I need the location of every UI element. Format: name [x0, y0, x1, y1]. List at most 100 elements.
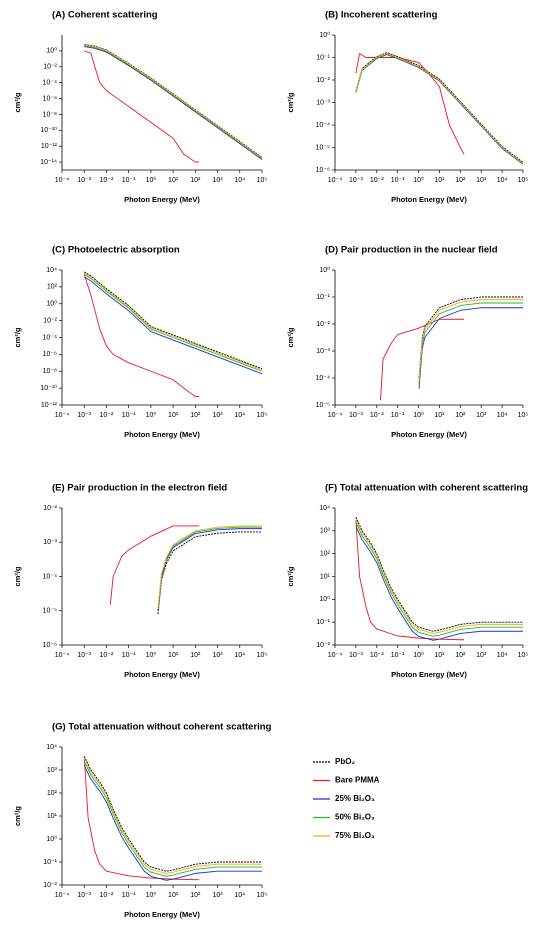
legend-label: 25% Bi₂O₃	[335, 794, 375, 803]
series-line	[109, 525, 200, 605]
y-tick-label: 10⁻¹⁰	[40, 126, 57, 134]
x-tick-label: 10⁴	[497, 412, 508, 419]
x-tick-label: 10⁴	[234, 412, 245, 419]
y-tick-label: 10⁻²	[316, 642, 330, 649]
y-tick-label: 10⁰	[46, 47, 57, 55]
x-tick-label: 10⁻²	[100, 892, 114, 899]
y-tick-label: 10⁻²	[43, 64, 57, 71]
x-tick-label: 10³	[476, 412, 487, 419]
chart-title: (C) Photoelectric absorption	[52, 245, 180, 256]
y-tick-label: 10⁻⁶	[43, 642, 57, 649]
y-tick-label: 10¹	[47, 813, 58, 820]
x-tick-label: 10⁻²	[370, 412, 384, 419]
y-tick-label: 10⁻⁴	[43, 334, 58, 341]
series-line	[418, 299, 523, 381]
x-axis-label: Photon Energy (MeV)	[124, 195, 200, 204]
panel: (G) Total attenuation without coherent s…	[13, 722, 272, 919]
x-tick-label: 10³	[212, 652, 223, 659]
y-tick-label: 10⁻⁴	[316, 375, 331, 382]
y-tick-label: 10⁴	[319, 505, 330, 512]
series-line	[83, 761, 262, 877]
y-tick-label: 10³	[320, 528, 331, 535]
y-tick-label: 10¹	[320, 573, 331, 580]
series-line	[157, 526, 262, 610]
series-line	[83, 765, 262, 881]
x-tick-label: 10⁵	[518, 412, 529, 419]
series-line	[84, 44, 263, 159]
series-line	[157, 525, 262, 609]
legend-label: Bare PMMA	[335, 776, 380, 785]
panel: (C) Photoelectric absorption Photon Energ…	[13, 245, 267, 439]
x-axis-label: Photon Energy (MeV)	[124, 670, 200, 679]
y-tick-label: 10⁻²	[316, 77, 330, 84]
x-tick-label: 10⁵	[257, 177, 268, 184]
series-line	[157, 531, 262, 615]
x-tick-label: 10⁻⁴	[55, 652, 70, 659]
series-line	[355, 52, 524, 163]
y-tick-label: 10²	[47, 284, 58, 291]
x-tick-label: 10²	[455, 412, 466, 419]
chart-title: (G) Total attenuation without coherent s…	[52, 722, 272, 733]
y-tick-label: 10⁰	[319, 595, 330, 603]
x-tick-label: 10²	[190, 652, 201, 659]
x-tick-label: 10⁻⁴	[55, 177, 70, 184]
x-axis-label: Photon Energy (MeV)	[391, 195, 467, 204]
y-tick-label: 10⁻¹	[316, 619, 330, 626]
y-axis-label: cm²/g	[286, 327, 295, 347]
x-tick-label: 10²	[190, 892, 201, 899]
x-tick-label: 10⁵	[257, 892, 268, 899]
series-line	[355, 516, 523, 632]
x-tick-label: 10¹	[434, 412, 445, 419]
series-line	[83, 272, 263, 371]
y-axis-label: cm²/g	[13, 566, 22, 586]
chart-title: (A) Coherent scattering	[52, 10, 158, 21]
x-tick-label: 10⁵	[518, 177, 529, 184]
y-tick-label: 10⁻⁴	[43, 573, 58, 580]
series-line	[157, 528, 262, 611]
series-line	[83, 758, 262, 874]
x-tick-label: 10⁻¹	[391, 652, 405, 659]
x-tick-label: 10⁴	[234, 892, 245, 899]
panel: (B) Incoherent scattering Photon Energy (…	[286, 10, 528, 204]
x-axis-label: Photon Energy (MeV)	[391, 670, 467, 679]
x-tick-label: 10¹	[168, 412, 179, 419]
y-tick-label: 10⁰	[46, 835, 57, 843]
x-tick-label: 10⁻⁴	[328, 412, 343, 419]
series-line	[355, 519, 523, 634]
y-tick-label: 10⁻¹⁰	[40, 384, 57, 392]
y-tick-label: 10⁻²	[43, 505, 57, 512]
y-tick-label: 10⁻⁴	[43, 79, 58, 86]
series-line	[355, 53, 524, 165]
x-tick-label: 10⁻²	[100, 652, 114, 659]
x-tick-label: 10¹	[434, 177, 445, 184]
series-line	[83, 276, 263, 375]
x-axis-label: Photon Energy (MeV)	[391, 430, 467, 439]
x-axis-label: Photon Energy (MeV)	[124, 430, 200, 439]
x-tick-label: 10⁻³	[349, 412, 363, 419]
series-line	[84, 50, 200, 163]
y-axis-label: cm²/g	[13, 92, 22, 112]
x-tick-label: 10¹	[434, 652, 445, 659]
series-line	[83, 756, 200, 881]
x-tick-label: 10⁵	[518, 652, 529, 659]
y-tick-label: 10⁻⁶	[43, 95, 57, 102]
y-tick-label: 10⁻²	[43, 317, 57, 324]
x-tick-label: 10³	[476, 177, 487, 184]
y-tick-label: 10⁻¹	[43, 859, 57, 866]
series-line	[355, 525, 523, 641]
x-axis-label: Photon Energy (MeV)	[124, 910, 200, 919]
series-line	[418, 302, 523, 385]
series-line	[84, 46, 263, 160]
y-axis-label: cm²/g	[286, 566, 295, 586]
series-line	[83, 274, 263, 372]
x-tick-label: 10¹	[168, 177, 179, 184]
x-tick-label: 10⁰	[413, 651, 424, 659]
x-tick-label: 10⁰	[146, 411, 157, 419]
legend-label: PbO₂	[335, 757, 355, 766]
x-tick-label: 10⁰	[413, 411, 424, 419]
series-line	[84, 43, 263, 158]
series-line	[83, 271, 263, 370]
x-tick-label: 10⁰	[413, 176, 424, 184]
y-axis-label: cm²/g	[13, 327, 22, 347]
x-tick-label: 10⁻¹	[122, 412, 136, 419]
